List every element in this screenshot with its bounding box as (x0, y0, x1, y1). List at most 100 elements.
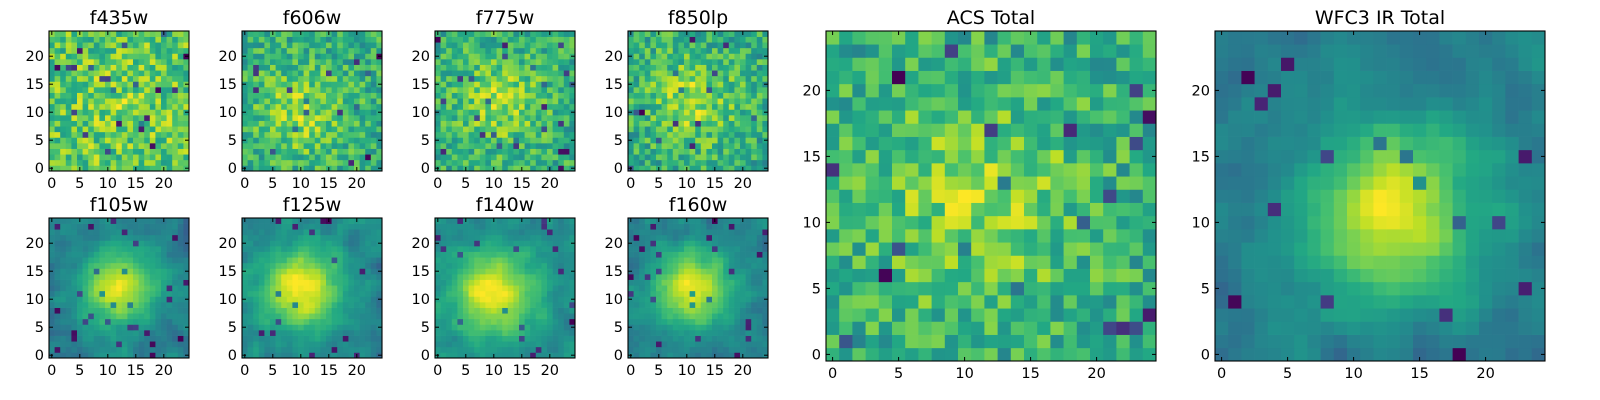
heatmap-cell (479, 165, 486, 172)
heatmap-cell (155, 318, 162, 325)
heatmap-cell (60, 279, 67, 286)
heatmap-cell (491, 47, 497, 54)
heatmap-cell (667, 290, 674, 297)
heatmap-cell (281, 240, 288, 247)
heatmap-cell (144, 229, 151, 236)
heatmap-cell (451, 75, 458, 82)
y-tick-label: 15 (412, 264, 430, 280)
heatmap-cell (558, 148, 565, 155)
heatmap-cell (628, 346, 634, 353)
heatmap-cell (370, 131, 377, 138)
heatmap-cell (502, 285, 509, 292)
heatmap-cell (661, 47, 668, 54)
heatmap-cell (161, 87, 167, 93)
heatmap-cell (60, 318, 67, 325)
heatmap-cell (547, 290, 553, 297)
heatmap-cell (717, 81, 724, 88)
heatmap-cell (717, 87, 724, 93)
heatmap-cell (172, 318, 179, 325)
heatmap-cell (127, 64, 134, 71)
heatmap-cell (451, 103, 458, 110)
heatmap-cell (365, 31, 372, 37)
heatmap-cell (365, 81, 372, 88)
heatmap-cell (303, 268, 310, 275)
heatmap-cell (502, 165, 509, 172)
heatmap-cell (105, 251, 111, 258)
heatmap-cell (354, 346, 360, 353)
heatmap-cell (281, 302, 288, 308)
heatmap-cell (65, 81, 72, 88)
heatmap-cell (326, 115, 332, 121)
heatmap-cell (149, 313, 156, 320)
heatmap-cell (93, 229, 100, 236)
heatmap-cell (166, 257, 173, 264)
heatmap-cell (144, 59, 151, 65)
heatmap-cell (298, 257, 304, 264)
heatmap-cell (166, 126, 173, 133)
heatmap-cell (507, 143, 514, 149)
heatmap-cell (468, 229, 475, 236)
heatmap-cell (672, 268, 679, 275)
heatmap-cell (723, 318, 730, 325)
heatmap-cell (71, 148, 78, 155)
heatmap-cell (435, 251, 441, 258)
heatmap-cell (331, 307, 338, 314)
heatmap-cell (270, 341, 276, 348)
heatmap-cell (88, 341, 95, 348)
heatmap-cell (700, 92, 707, 99)
heatmap-cell (563, 120, 570, 127)
heatmap-cell (633, 87, 640, 93)
heatmap-cell (172, 352, 179, 359)
heatmap-cell (457, 148, 464, 155)
heatmap-cell (569, 335, 576, 342)
heatmap-cell (275, 120, 282, 127)
heatmap-cell (491, 159, 497, 166)
heatmap-cell (105, 302, 111, 308)
heatmap-cell (133, 302, 139, 308)
heatmap-cell (672, 42, 679, 49)
heatmap-cell (242, 131, 248, 138)
heatmap-cell (348, 81, 355, 88)
heatmap-cell (463, 53, 469, 60)
heatmap-cell (451, 148, 458, 155)
heatmap-cell (183, 31, 190, 37)
heatmap-cell (242, 126, 248, 133)
heatmap-cell (502, 223, 509, 230)
heatmap-cell (99, 53, 106, 60)
heatmap-cell (292, 53, 299, 60)
heatmap-cell (519, 341, 525, 348)
heatmap-cell (728, 285, 735, 292)
heatmap-cell (740, 98, 746, 105)
heatmap-cell (541, 75, 548, 82)
heatmap-cell (88, 296, 95, 303)
heatmap-cell (656, 290, 662, 297)
heatmap-cell (446, 234, 453, 241)
heatmap-cell (639, 296, 646, 303)
heatmap-cell (650, 64, 657, 71)
heatmap-cell (177, 285, 184, 292)
heatmap-cell (762, 31, 769, 37)
heatmap-cell (644, 296, 651, 303)
heatmap-cell (342, 75, 349, 82)
heatmap-cell (77, 53, 83, 60)
heatmap-cell (331, 120, 338, 127)
heatmap-cell (706, 341, 713, 348)
heatmap-cell (337, 148, 344, 155)
heatmap-cell (370, 290, 377, 297)
heatmap-cell (155, 53, 162, 60)
heatmap-cell (253, 81, 260, 88)
heatmap-cell (507, 92, 514, 99)
heatmap-cell (507, 81, 514, 88)
heatmap-cell (314, 31, 321, 37)
heatmap-cell (172, 285, 179, 292)
heatmap-cell (127, 251, 134, 258)
heatmap-cell (530, 165, 537, 172)
heatmap-cell (166, 59, 173, 65)
heatmap-cell (54, 148, 61, 155)
heatmap-cell (569, 87, 576, 93)
heatmap-cell (756, 31, 763, 37)
heatmap-cell (524, 218, 531, 224)
heatmap-cell (644, 70, 651, 77)
heatmap-cell (644, 335, 651, 342)
heatmap-cell (65, 240, 72, 247)
